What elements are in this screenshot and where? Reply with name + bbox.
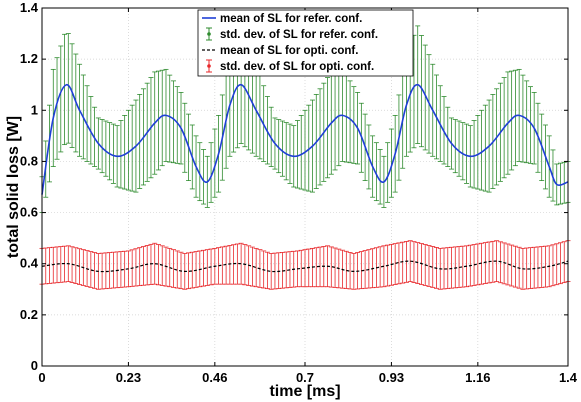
y-tick-label: 0 xyxy=(31,358,38,373)
legend-swatch-opt-std xyxy=(206,59,212,73)
x-axis-title: time [ms] xyxy=(269,383,340,400)
x-tick-label: 0.7 xyxy=(296,370,314,385)
y-tick-label: 1.2 xyxy=(20,51,38,66)
x-tick-label: 1.16 xyxy=(465,370,490,385)
legend-swatch-ref-std xyxy=(206,27,212,41)
y-tick-label: 0.6 xyxy=(20,205,38,220)
y-tick-label: 1 xyxy=(31,102,38,117)
x-tick-label: 0 xyxy=(38,370,45,385)
axis-ticks xyxy=(41,7,569,367)
ref-mean-line xyxy=(41,83,569,195)
y-axis-title: total solid loss [W] xyxy=(5,116,22,258)
y-tick-label: 0.4 xyxy=(20,256,39,271)
legend-box xyxy=(197,9,414,77)
legend-errorbar-dot xyxy=(207,64,211,68)
legend-label-opt-std: std. dev. of SL for opti. conf. xyxy=(220,61,374,73)
y-tick-label: 0.8 xyxy=(20,153,38,168)
y-tick-label: 0.2 xyxy=(20,307,38,322)
y-tick-labels: 0 0.2 0.4 0.6 0.8 1 1.2 1.4 xyxy=(20,0,39,373)
legend-errorbar-dot xyxy=(207,32,211,36)
x-tick-label: 0.46 xyxy=(202,370,227,385)
x-tick-labels: 0 0.23 0.46 0.7 0.93 1.16 1.4 xyxy=(38,370,577,385)
x-tick-label: 0.93 xyxy=(379,370,404,385)
legend-label-opt-mean: mean of SL for opti. conf. xyxy=(220,45,358,57)
x-tick-label: 0.23 xyxy=(116,370,141,385)
y-tick-label: 1.4 xyxy=(20,0,39,15)
legend-label-ref-std: std. dev. of SL for refer. conf. xyxy=(220,29,378,41)
opt-mean-line xyxy=(41,260,569,273)
x-tick-label: 1.4 xyxy=(559,370,578,385)
legend: mean of SL for refer. conf. std. dev. of… xyxy=(197,9,414,77)
legend-label-ref-mean: mean of SL for refer. conf. xyxy=(220,13,362,25)
